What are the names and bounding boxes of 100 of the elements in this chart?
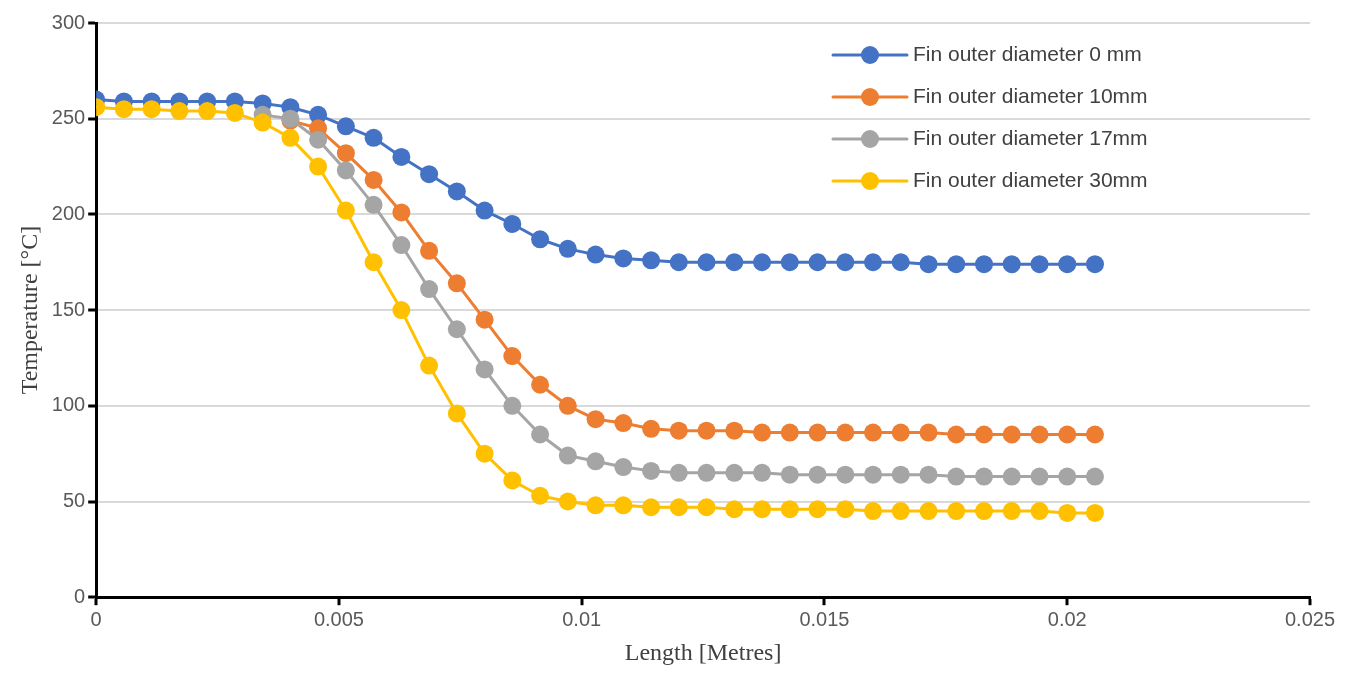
- legend-label: Fin outer diameter 10mm: [913, 83, 1148, 107]
- point: [531, 230, 550, 249]
- point: [919, 423, 938, 442]
- x-tick-label: 0.02: [1047, 607, 1087, 630]
- point: [503, 396, 522, 415]
- point: [1030, 502, 1049, 521]
- point: [697, 421, 716, 440]
- x-tick-label: 0.01: [562, 607, 602, 630]
- point: [586, 245, 605, 264]
- point: [336, 161, 355, 180]
- point: [836, 465, 855, 484]
- point: [1002, 467, 1021, 486]
- point: [392, 147, 411, 166]
- y-tick-label: 300: [51, 10, 86, 33]
- point: [836, 500, 855, 519]
- point: [420, 356, 439, 375]
- point: [780, 423, 799, 442]
- point: [1058, 467, 1077, 486]
- point: [808, 465, 827, 484]
- point: [586, 410, 605, 429]
- y-tick-label: 250: [51, 106, 86, 129]
- point: [919, 502, 938, 521]
- point: [503, 214, 522, 233]
- point: [475, 444, 494, 463]
- point: [836, 423, 855, 442]
- point: [864, 502, 883, 521]
- point: [808, 423, 827, 442]
- point: [364, 253, 383, 272]
- point: [1002, 502, 1021, 521]
- point: [1085, 425, 1104, 444]
- point: [531, 425, 550, 444]
- point: [309, 157, 328, 176]
- point: [447, 404, 466, 423]
- point: [753, 253, 772, 272]
- point: [336, 201, 355, 220]
- point: [669, 463, 688, 482]
- point: [780, 500, 799, 519]
- point: [891, 502, 910, 521]
- point: [614, 496, 633, 515]
- point: [336, 117, 355, 136]
- point: [447, 182, 466, 201]
- point: [669, 421, 688, 440]
- point: [780, 253, 799, 272]
- point: [1085, 503, 1104, 522]
- point: [1058, 425, 1077, 444]
- point: [420, 241, 439, 260]
- point: [253, 113, 272, 132]
- y-tick-label: 100: [51, 393, 86, 416]
- point: [558, 396, 577, 415]
- point: [558, 239, 577, 258]
- x-axis-title: Length [Metres]: [624, 638, 782, 665]
- point: [697, 463, 716, 482]
- point: [392, 301, 411, 320]
- legend-label: Fin outer diameter 30mm: [913, 167, 1148, 191]
- point: [1085, 255, 1104, 274]
- point: [975, 255, 994, 274]
- point: [836, 253, 855, 272]
- point: [447, 320, 466, 339]
- point: [642, 419, 661, 438]
- point: [669, 253, 688, 272]
- y-tick-label: 200: [51, 201, 86, 224]
- point: [947, 425, 966, 444]
- x-tick-label: 0.005: [313, 607, 364, 630]
- point: [614, 458, 633, 477]
- point: [1085, 467, 1104, 486]
- y-tick-label: 150: [51, 297, 86, 320]
- point: [364, 195, 383, 214]
- point: [891, 465, 910, 484]
- point: [225, 103, 244, 122]
- point: [1030, 255, 1049, 274]
- point: [558, 446, 577, 465]
- x-tick-label: 0.015: [799, 607, 850, 630]
- point: [947, 502, 966, 521]
- point: [420, 280, 439, 299]
- point: [1002, 425, 1021, 444]
- point: [725, 500, 744, 519]
- point: [975, 502, 994, 521]
- point: [864, 423, 883, 442]
- point: [725, 463, 744, 482]
- point: [919, 465, 938, 484]
- point: [1002, 255, 1021, 274]
- point: [753, 423, 772, 442]
- point: [642, 498, 661, 517]
- point: [531, 375, 550, 394]
- legend-label: Fin outer diameter 0 mm: [913, 41, 1142, 65]
- point: [753, 500, 772, 519]
- point: [808, 500, 827, 519]
- point: [753, 463, 772, 482]
- point: [447, 274, 466, 293]
- point: [170, 102, 189, 121]
- point: [919, 255, 938, 274]
- legend-label: Fin outer diameter 17mm: [913, 125, 1148, 149]
- point: [975, 425, 994, 444]
- point: [864, 465, 883, 484]
- point: [364, 170, 383, 189]
- point: [475, 310, 494, 329]
- point: [669, 498, 688, 517]
- y-tick-label: 0: [74, 584, 86, 607]
- point: [1058, 255, 1077, 274]
- point: [780, 465, 799, 484]
